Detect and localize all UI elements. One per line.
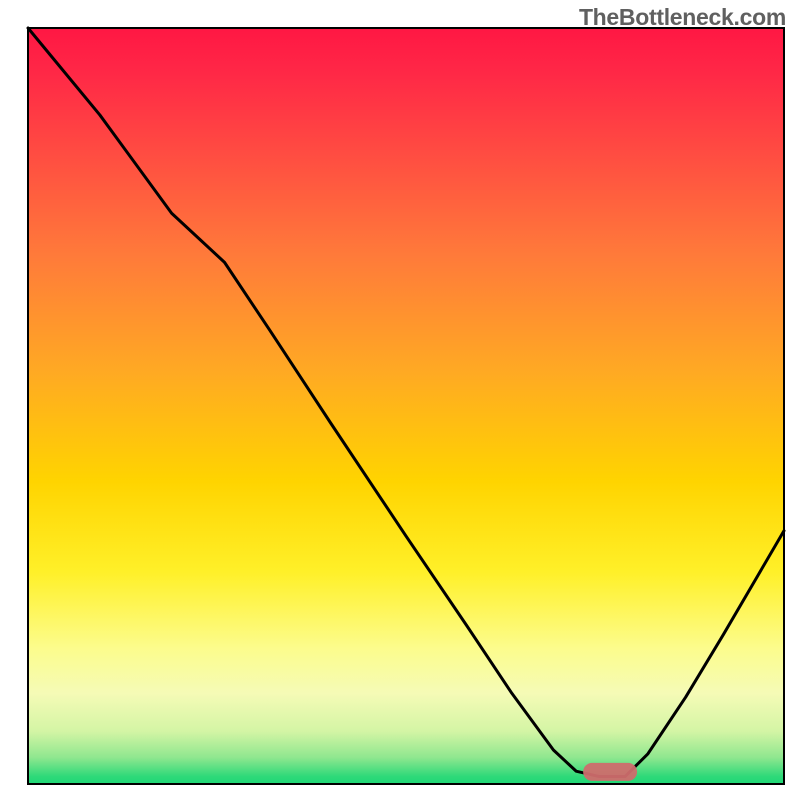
watermark-text: TheBottleneck.com [579,4,786,31]
plot-gradient [28,28,784,784]
optimal-marker [583,763,637,781]
bottleneck-chart: TheBottleneck.com [0,0,800,800]
chart-svg [0,0,800,800]
